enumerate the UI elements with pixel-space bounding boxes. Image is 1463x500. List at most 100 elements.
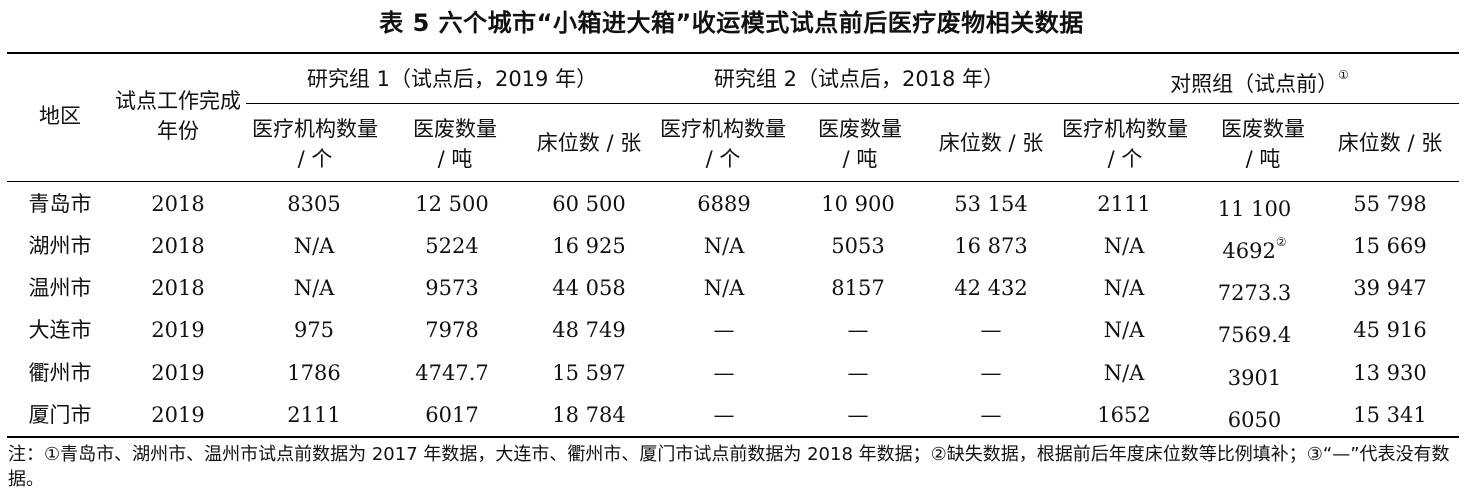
- cell-value: N/A: [703, 234, 745, 258]
- group1-underline: [246, 103, 658, 104]
- cell-g2-beds: 53 154: [922, 189, 1060, 219]
- cell-g2-inst: N/A: [658, 231, 790, 261]
- cell-city: 青岛市: [10, 189, 110, 219]
- cell-g1-inst: 1786: [246, 358, 382, 388]
- cell-c-beds: 39 947: [1321, 273, 1459, 303]
- cell-g1-inst: N/A: [246, 231, 382, 261]
- cell-value: 7978: [425, 318, 479, 342]
- cell-c-waste: 7273.3: [1188, 273, 1321, 308]
- cell-value: 衢州市: [28, 361, 92, 385]
- cell-g1-inst: 975: [246, 315, 382, 345]
- cell-c-inst: 2111: [1060, 189, 1188, 219]
- cell-value: N/A: [293, 276, 335, 300]
- cell-c-beds: 45 916: [1321, 315, 1459, 345]
- cell-value: —: [713, 318, 735, 342]
- cell-value: 10 900: [821, 192, 895, 216]
- cell-g2-waste: —: [790, 400, 926, 430]
- header-control: 对照组（试点前）①: [1060, 64, 1459, 99]
- cell-g2-waste: 10 900: [790, 189, 926, 219]
- header-control-footnote: ①: [1338, 68, 1349, 82]
- cell-value: 975: [293, 318, 335, 342]
- cell-g2-inst: —: [658, 315, 790, 345]
- cell-c-beds: 55 798: [1321, 189, 1459, 219]
- cell-value: 8305: [287, 192, 341, 216]
- cell-value: 13 930: [1353, 361, 1427, 385]
- cell-value: 6017: [425, 403, 479, 427]
- cell-value: 53 154: [954, 192, 1028, 216]
- cell-g1-waste: 5224: [382, 231, 522, 261]
- cell-value: —: [980, 361, 1002, 385]
- header-g2-beds: 床位数 / 张: [938, 131, 1044, 155]
- cell-value: 7273.3: [1217, 281, 1292, 305]
- cell-value: 45 916: [1353, 318, 1427, 342]
- cell-year: 2018: [110, 231, 246, 261]
- cell-city: 大连市: [10, 315, 110, 345]
- cell-g1-waste: 4747.7: [382, 358, 522, 388]
- cell-value: 16 925: [552, 234, 626, 258]
- cell-year: 2018: [110, 189, 246, 219]
- cell-c-inst: 1652: [1060, 400, 1188, 430]
- cell-value: 8157: [831, 276, 885, 300]
- cell-g2-waste: —: [790, 315, 926, 345]
- cell-value: N/A: [703, 276, 745, 300]
- cell-value: 6050: [1227, 408, 1282, 432]
- cell-value: 青岛市: [28, 192, 92, 216]
- header-g1-beds: 床位数 / 张: [536, 131, 642, 155]
- cell-year: 2019: [110, 315, 246, 345]
- cell-value: 44 058: [552, 276, 626, 300]
- cell-value: 2018: [151, 234, 205, 258]
- cell-g2-inst: —: [658, 358, 790, 388]
- cell-value: 3901: [1227, 366, 1282, 390]
- cell-g1-beds: 44 058: [520, 273, 658, 303]
- cell-value: 60 500: [552, 192, 626, 216]
- cell-g2-waste: 5053: [790, 231, 926, 261]
- cell-value: 55 798: [1353, 192, 1427, 216]
- cell-value: 2018: [151, 276, 205, 300]
- cell-value: —: [713, 361, 735, 385]
- cell-value: 2019: [151, 361, 205, 385]
- footnote-marker: ②: [1275, 235, 1287, 249]
- cell-city: 厦门市: [10, 400, 110, 430]
- cell-value: 6889: [697, 192, 751, 216]
- table-title: 表 5 六个城市“小箱进大箱”收运模式试点前后医疗废物相关数据: [379, 9, 1084, 37]
- cell-value: —: [847, 361, 869, 385]
- cell-value: 12 500: [415, 192, 489, 216]
- cell-c-inst: N/A: [1060, 315, 1188, 345]
- cell-year: 2018: [110, 273, 246, 303]
- cell-value: 1652: [1097, 403, 1151, 427]
- cell-value: 42 432: [954, 276, 1028, 300]
- cell-year: 2019: [110, 400, 246, 430]
- cell-value: 2019: [151, 318, 205, 342]
- cell-g1-inst: 2111: [246, 400, 382, 430]
- table-note: 注：①青岛市、湖州市、温州市试点前数据为 2017 年数据，大连市、衢州市、厦门…: [8, 444, 1450, 490]
- header-bottom-rule: [7, 181, 1459, 182]
- header-g1-institutions: 医疗机构数量 / 个: [252, 117, 378, 171]
- cell-value: 48 749: [552, 318, 626, 342]
- cell-c-waste: 4692②: [1188, 231, 1321, 266]
- cell-value: N/A: [1103, 234, 1145, 258]
- header-g2-institutions: 医疗机构数量 / 个: [660, 117, 786, 171]
- cell-value: —: [980, 318, 1002, 342]
- cell-g2-beds: —: [922, 315, 1060, 345]
- header-group2: 研究组 2（试点后，2018 年）: [713, 67, 1005, 91]
- cell-c-inst: N/A: [1060, 273, 1188, 303]
- cell-c-beds: 13 930: [1321, 358, 1459, 388]
- cell-g1-waste: 6017: [382, 400, 522, 430]
- cell-value: N/A: [293, 234, 335, 258]
- header-control-label: 对照组（试点前）: [1170, 72, 1339, 96]
- cell-value: —: [847, 318, 869, 342]
- cell-value: 温州市: [28, 276, 92, 300]
- cell-value: N/A: [1103, 361, 1145, 385]
- cell-value: 15 669: [1353, 234, 1427, 258]
- cell-g1-beds: 16 925: [520, 231, 658, 261]
- control-underline: [1060, 103, 1459, 104]
- cell-city: 湖州市: [10, 231, 110, 261]
- cell-value: 2111: [287, 403, 341, 427]
- cell-value: 厦门市: [28, 403, 92, 427]
- header-c-beds: 床位数 / 张: [1337, 131, 1443, 155]
- cell-value: 4747.7: [415, 361, 489, 385]
- cell-g1-beds: 18 784: [520, 400, 658, 430]
- header-g2-waste: 医废数量 / 吨: [818, 117, 902, 171]
- cell-value: 1786: [287, 361, 341, 385]
- cell-c-inst: N/A: [1060, 358, 1188, 388]
